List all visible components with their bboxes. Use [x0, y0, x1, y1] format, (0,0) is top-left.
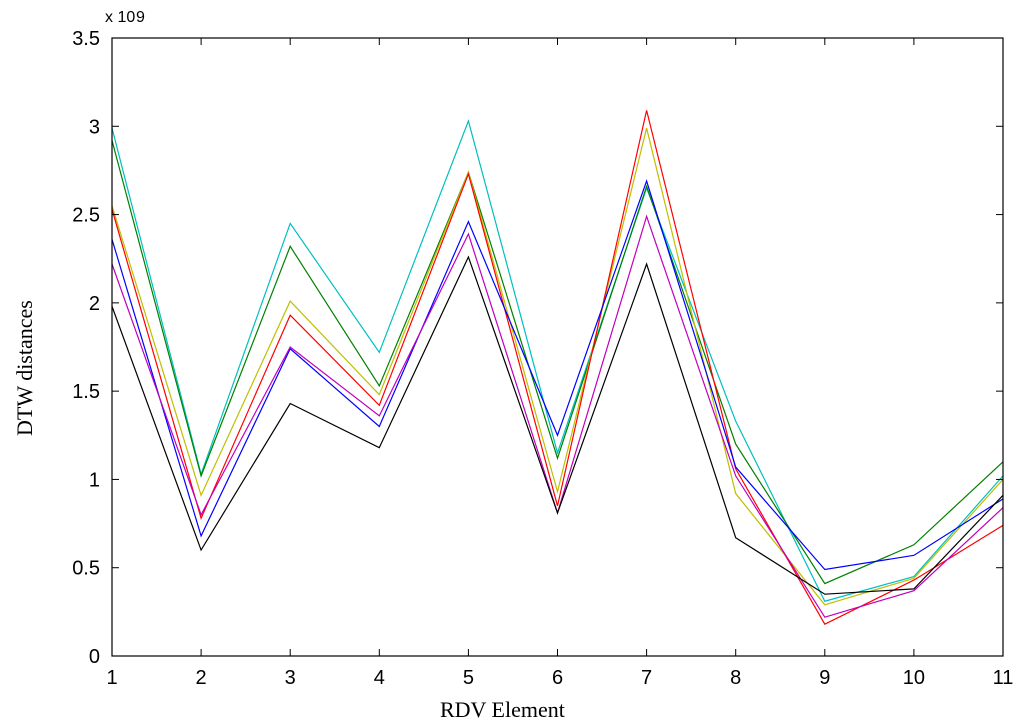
- y-tick-label: 1: [89, 469, 100, 491]
- ticks-layer: [111, 37, 1004, 657]
- y-axis-title: DTW distances: [12, 300, 37, 436]
- series-layer: [111, 110, 1004, 626]
- multiplier-exponent: 9: [136, 9, 145, 26]
- series-line-3: [111, 127, 1004, 606]
- x-tick-label: 10: [903, 667, 925, 689]
- x-tick-label: 3: [285, 667, 296, 689]
- x-tick-label: 8: [730, 667, 741, 689]
- y-tick-label: 0.5: [72, 558, 100, 580]
- y-tick-label: 3.5: [72, 28, 100, 50]
- tick-labels-layer: 1 2 3 4 5 6 7 8 9 10 11 0 0.5 1 1.5 2 2.5 3 3.5: [72, 28, 1013, 689]
- y-tick-label: 1.5: [72, 381, 100, 403]
- x-tick-label: 6: [552, 667, 563, 689]
- x-tick-label: 11: [993, 667, 1014, 689]
- y-tick-label: 2: [89, 293, 100, 315]
- series-line-2: [111, 140, 1004, 585]
- y-tick-label: 2.5: [72, 205, 100, 227]
- series-line-7: [111, 255, 1004, 595]
- y-tick-label: 3: [89, 116, 100, 138]
- x-tick-label: 9: [819, 667, 830, 689]
- x-axis-title: RDV Element: [440, 697, 565, 722]
- x-tick-label: 2: [196, 667, 207, 689]
- series-line-4: [111, 110, 1004, 626]
- multiplier-label: x 10: [105, 9, 135, 26]
- x-tick-label: 7: [641, 667, 652, 689]
- x-tick-label: 5: [463, 667, 474, 689]
- plot-area-background: [112, 38, 1003, 656]
- y-tick-label: 0: [89, 646, 100, 668]
- series-line-5: [111, 179, 1004, 571]
- x-tick-label: 4: [374, 667, 385, 689]
- x-tick-label: 1: [106, 667, 117, 689]
